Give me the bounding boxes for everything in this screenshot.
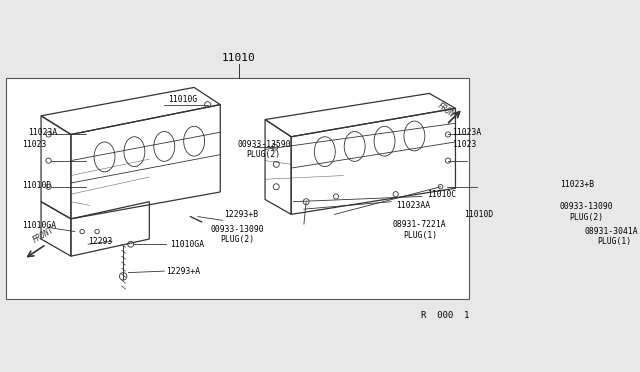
Text: 12293: 12293 (88, 237, 113, 246)
Text: 00933-13090: 00933-13090 (560, 202, 614, 211)
Text: 08931-3041A: 08931-3041A (584, 227, 638, 236)
Text: 11023: 11023 (22, 140, 47, 149)
Text: 11023A: 11023A (452, 128, 481, 137)
Text: 11010G: 11010G (168, 95, 197, 104)
Text: PLUG(2): PLUG(2) (246, 150, 280, 159)
Text: 12293+A: 12293+A (166, 267, 200, 276)
Text: 11010GA: 11010GA (170, 240, 204, 249)
Text: FRONT: FRONT (31, 225, 56, 245)
Text: PLUG(2): PLUG(2) (569, 213, 603, 222)
Text: 11010: 11010 (222, 53, 256, 63)
Text: 11010D: 11010D (465, 210, 493, 219)
Text: FRONT: FRONT (435, 101, 460, 122)
Bar (6, 78, 469, 299)
Text: 11023AA: 11023AA (396, 201, 430, 210)
Text: PLUG(1): PLUG(1) (403, 231, 437, 240)
Text: 11023A: 11023A (28, 128, 58, 137)
Text: PLUG(2): PLUG(2) (220, 234, 254, 244)
Text: 00933-13090: 00933-13090 (211, 225, 264, 234)
Text: 11010D: 11010D (22, 181, 52, 190)
Text: 11010C: 11010C (427, 190, 456, 199)
Text: 11010GA: 11010GA (22, 221, 56, 230)
Text: 11023: 11023 (452, 140, 476, 149)
Text: 08931-7221A: 08931-7221A (393, 219, 446, 228)
Text: 11023+B: 11023+B (560, 180, 594, 189)
Text: 00933-13590: 00933-13590 (237, 140, 291, 149)
Text: PLUG(1): PLUG(1) (597, 237, 632, 247)
Text: R  000  1: R 000 1 (420, 311, 469, 320)
Text: 12293+B: 12293+B (224, 210, 258, 219)
